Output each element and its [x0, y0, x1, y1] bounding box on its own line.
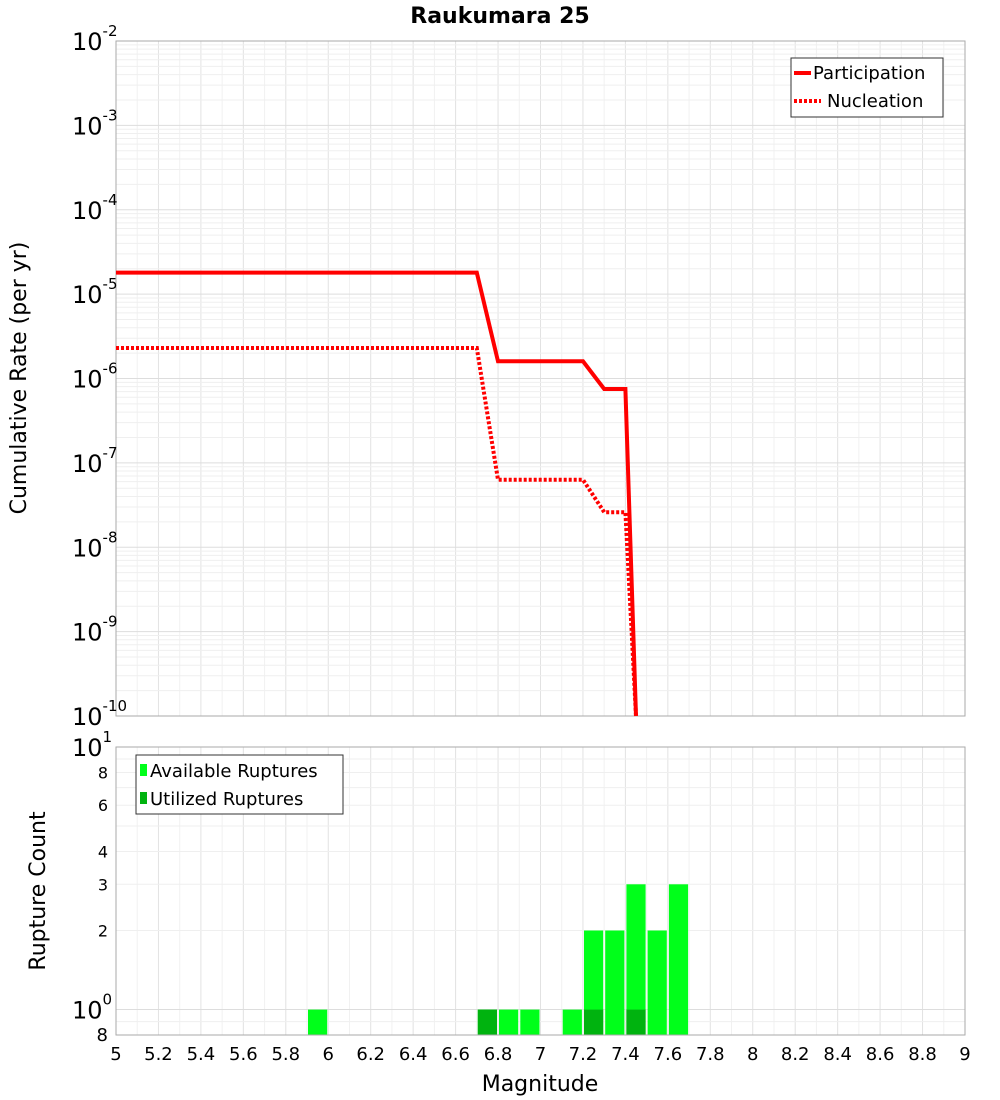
x-tick-label: 8.4	[823, 1044, 852, 1065]
bottom-legend: Available Ruptures Utilized Ruptures	[135, 754, 344, 815]
bar-available	[668, 884, 689, 1035]
top-y-tick-label: 10-3	[72, 106, 118, 140]
bar-available	[308, 1009, 328, 1035]
bottom-y-minor-tick-label: 8	[98, 763, 108, 782]
x-tick-label: 6.6	[441, 1044, 470, 1065]
top-y-tick-label: 10-6	[72, 360, 118, 394]
x-tick-label: 7.4	[611, 1044, 640, 1065]
legend-label-available: Available Ruptures	[150, 761, 318, 782]
legend-swatch-utilized	[140, 792, 147, 804]
legend-label-nucleation: Nucleation	[827, 91, 923, 112]
bar-utilized	[477, 1009, 497, 1035]
x-tick-label: 5.8	[271, 1044, 300, 1065]
x-tick-label: 6.2	[356, 1044, 385, 1065]
bottom-y-minor-tick-label: 2	[98, 922, 108, 941]
top-y-tick-label: 10-9	[72, 613, 118, 647]
top-plot-grid	[115, 41, 966, 717]
legend-label-utilized: Utilized Ruptures	[150, 789, 303, 810]
x-tick-label: 8.8	[908, 1044, 937, 1065]
top-y-tick-label: 10-5	[72, 275, 118, 309]
series-line-participation	[116, 270, 638, 717]
x-tick-label: 6.4	[399, 1044, 428, 1065]
bar-available	[605, 930, 625, 1035]
bottom-y-minor-tick-label: 8	[97, 1025, 108, 1046]
bar-available	[626, 884, 646, 1035]
bottom-y-minor-tick-label: 4	[98, 842, 108, 861]
x-tick-label: 5.4	[187, 1044, 216, 1065]
bar-available	[562, 1009, 582, 1035]
bottom-y-major-tick-label: 101	[72, 728, 112, 762]
top-y-axis-label: Cumulative Rate (per yr)	[7, 242, 32, 515]
bottom-plot-frame	[115, 746, 966, 1036]
x-tick-label: 9	[959, 1044, 970, 1065]
bottom-y-major-tick-label: 100	[72, 991, 112, 1025]
bar-available	[520, 1009, 540, 1035]
top-plot-frame	[115, 40, 966, 717]
top-legend-box	[790, 57, 944, 118]
x-tick-label: 7.2	[569, 1044, 598, 1065]
x-tick-label: 6	[323, 1044, 334, 1065]
bar-utilized	[626, 1009, 646, 1035]
x-tick-label: 8.6	[866, 1044, 895, 1065]
x-tick-label: 7	[535, 1044, 546, 1065]
top-y-tick-label: 10-10	[72, 697, 127, 731]
bottom-y-minor-tick-label: 6	[98, 796, 108, 815]
x-tick-label: 8	[747, 1044, 758, 1065]
legend-label-participation: Participation	[813, 63, 925, 84]
x-tick-label: 7.6	[654, 1044, 683, 1065]
series-line-nucleation	[116, 346, 638, 717]
top-y-tick-label: 10-8	[72, 528, 118, 562]
x-axis-label: Magnitude	[482, 1072, 599, 1097]
bottom-plot-bars	[308, 884, 689, 1035]
top-y-tick-label: 10-4	[72, 191, 118, 225]
top-y-axis-ticks: 10-2 10-3 10-4 10-5 10-6 10-7 10-8 10-9 10-10	[72, 22, 127, 731]
bottom-y-minor-tick-label: 3	[98, 875, 108, 894]
chart-title: Raukumara 25	[410, 4, 589, 29]
x-tick-label: 7.8	[696, 1044, 725, 1065]
x-tick-label: 8.2	[781, 1044, 810, 1065]
x-axis-ticks: 5 5.2 5.4 5.6 5.8 6 6.2 6.4 6.6 6.8 7 7.2 7.4 7.6 7.8 8…	[110, 1044, 970, 1065]
top-y-tick-label: 10-7	[72, 444, 118, 478]
top-y-tick-label: 10-2	[72, 22, 118, 56]
bar-utilized	[584, 1009, 604, 1035]
x-tick-label: 5	[110, 1044, 121, 1065]
bottom-legend-box	[135, 754, 344, 815]
bottom-y-axis-label: Rupture Count	[26, 811, 51, 971]
x-tick-label: 6.8	[484, 1044, 513, 1065]
x-tick-label: 5.2	[144, 1044, 173, 1065]
top-plot-series	[116, 270, 638, 717]
bar-available	[499, 1009, 519, 1035]
bar-available	[647, 930, 667, 1035]
legend-swatch-available	[140, 764, 147, 776]
x-tick-label: 5.6	[229, 1044, 258, 1065]
top-legend: Participation Nucleation	[790, 57, 944, 118]
bar-available	[584, 930, 604, 1035]
